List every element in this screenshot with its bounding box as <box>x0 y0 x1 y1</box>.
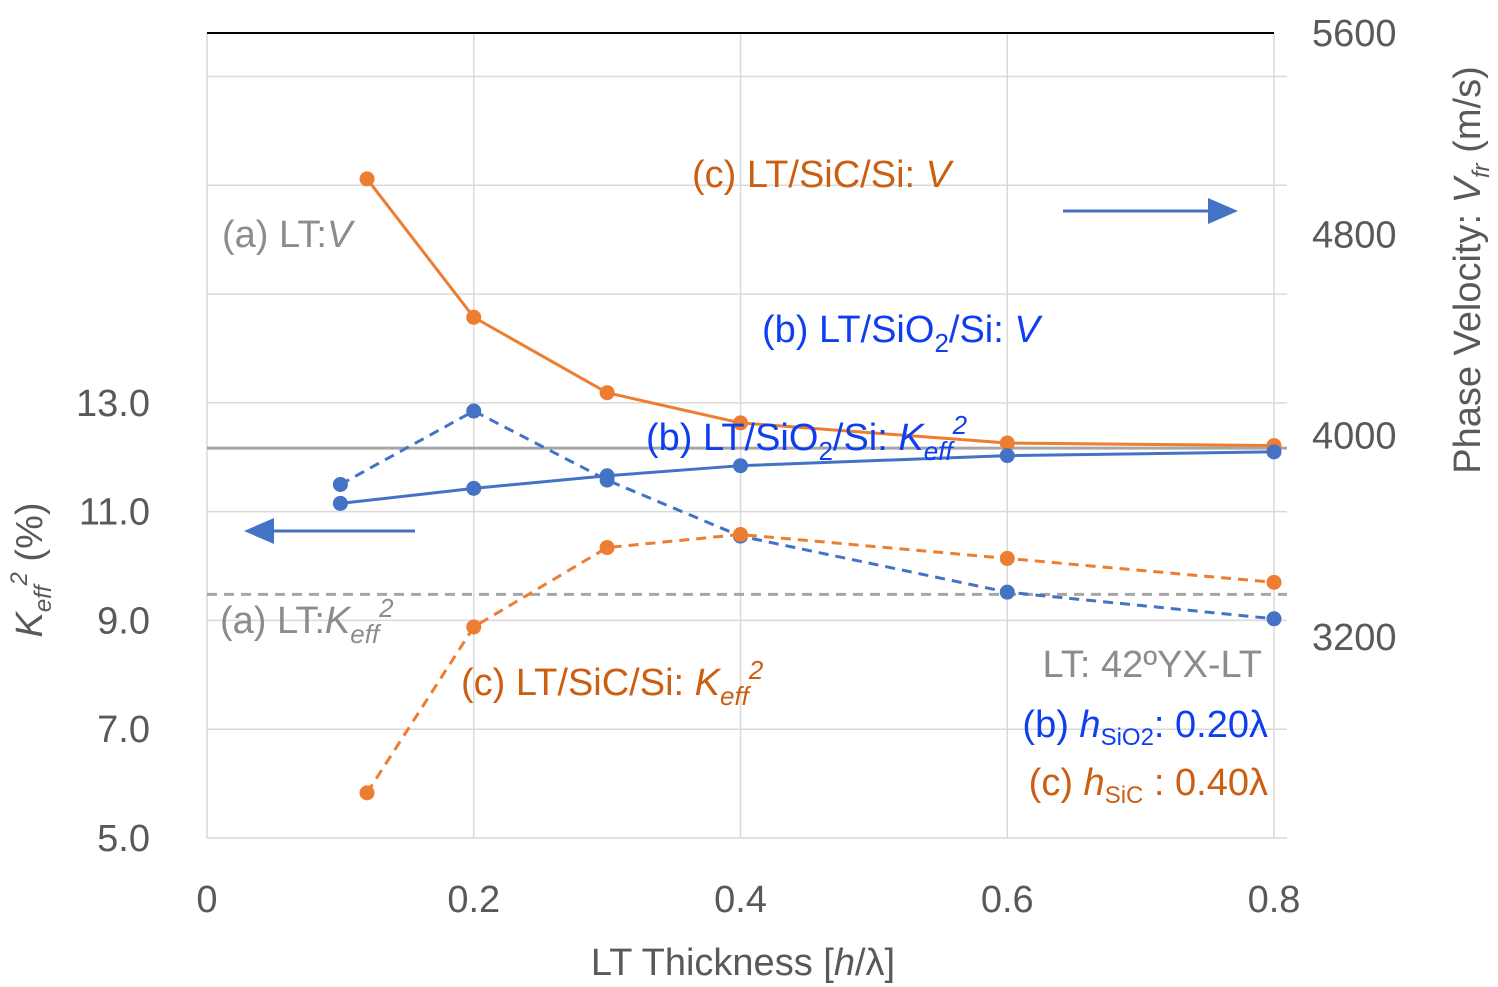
gridlines <box>206 32 1287 839</box>
x-tick-label: 0 <box>196 879 217 921</box>
series-line <box>365 177 1275 448</box>
data-point <box>599 472 615 488</box>
right-y-tick-labels: 3200 4000 4800 5600 <box>1312 13 1397 659</box>
data-point <box>1266 574 1282 590</box>
left-y-tick-label: 13.0 <box>76 383 150 425</box>
label-c-velocity: (c) LT/SiC/Si: V <box>692 154 955 196</box>
data-point <box>1266 611 1282 627</box>
label-c-thickness: (c) hSiC : 0.40λ <box>1029 762 1268 809</box>
right-y-tick-label: 5600 <box>1312 13 1397 55</box>
x-axis-title: LT Thickness [h/λ] <box>591 942 895 984</box>
right-y-tick-label: 4000 <box>1312 416 1397 458</box>
data-point <box>332 476 348 492</box>
label-lt-cut: LT: 42ºYX-LT <box>1043 644 1262 686</box>
label-b-thickness: (b) hSiO2: 0.20λ <box>1022 704 1268 751</box>
data-point <box>1266 444 1282 460</box>
data-point <box>466 403 482 419</box>
data-point <box>999 584 1015 600</box>
x-tick-label: 0.6 <box>981 879 1034 921</box>
label-a-velocity: (a) LT:V <box>222 214 356 256</box>
x-tick-label: 0.8 <box>1248 879 1301 921</box>
data-point <box>999 550 1015 566</box>
series-group <box>332 171 1282 801</box>
left-y-tick-label: 7.0 <box>97 709 150 751</box>
data-point <box>466 309 482 325</box>
left-y-tick-label: 9.0 <box>97 600 150 642</box>
data-point <box>599 385 615 401</box>
data-point <box>733 458 748 474</box>
series-1 <box>332 444 1282 511</box>
data-point <box>466 619 482 635</box>
data-point <box>999 448 1015 464</box>
data-point <box>733 415 748 431</box>
data-point <box>359 785 375 801</box>
series-line <box>340 450 1275 505</box>
left-axis-arrow <box>244 518 415 544</box>
data-point <box>466 480 482 496</box>
right-y-axis-title: Phase Velocity: Vfr (m/s) <box>1447 66 1495 474</box>
right-y-tick-label: 3200 <box>1312 617 1397 659</box>
data-point <box>733 526 748 542</box>
series-line <box>339 409 1275 621</box>
x-tick-label: 0.2 <box>447 879 500 921</box>
left-y-tick-labels: 5.0 7.0 9.0 11.0 13.0 <box>76 383 150 860</box>
series-3 <box>359 526 1282 801</box>
data-point <box>332 495 348 511</box>
label-a-keff: (a) LT:Keff2 <box>220 593 394 649</box>
reference-lines <box>207 446 1287 596</box>
right-axis-arrow <box>1063 198 1238 224</box>
data-point <box>999 435 1015 451</box>
left-y-axis-title: Keff2 (%) <box>6 502 57 637</box>
left-y-tick-label: 11.0 <box>79 492 150 534</box>
label-b-keff: (b) LT/SiO2/Si: Keff2 <box>646 410 968 466</box>
x-tick-label: 0.4 <box>714 879 767 921</box>
label-b-velocity: (b) LT/SiO2/Si: V <box>762 309 1043 358</box>
x-tick-labels: 0 0.2 0.4 0.6 0.8 <box>196 879 1300 921</box>
left-y-tick-label: 5.0 <box>97 818 150 860</box>
right-y-tick-label: 4800 <box>1312 214 1397 256</box>
series-2 <box>332 403 1282 627</box>
label-c-keff: (c) LT/SiC/Si: Keff2 <box>461 655 764 711</box>
data-point <box>599 540 615 556</box>
data-point <box>359 171 375 187</box>
